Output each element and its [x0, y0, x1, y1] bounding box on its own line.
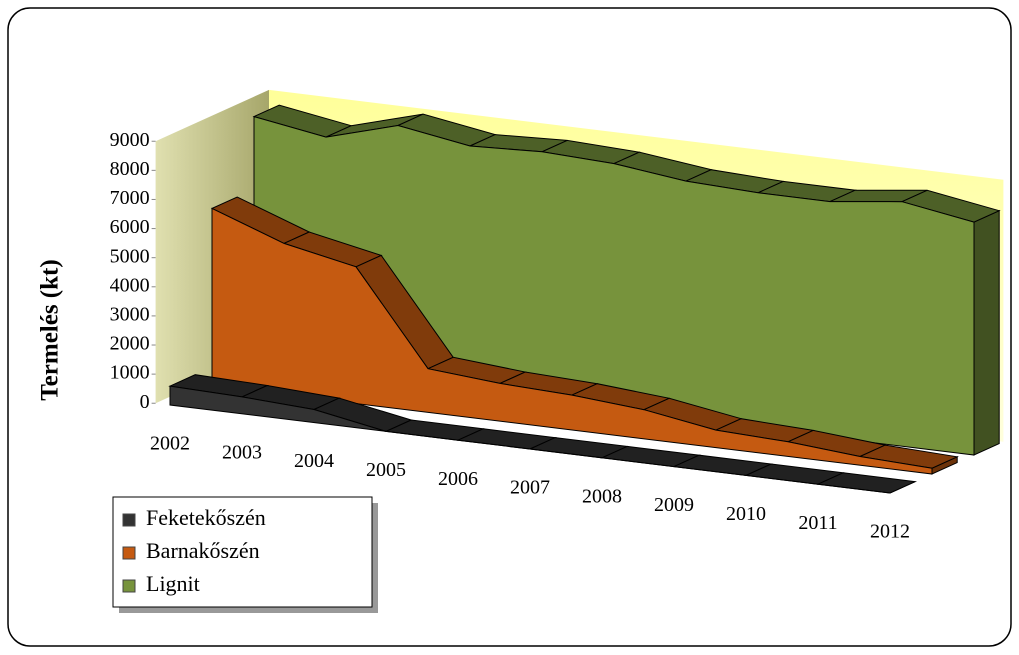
x-tick-label: 2009: [654, 494, 694, 516]
y-tick-label: 4000: [110, 274, 150, 296]
area-end-face: [973, 209, 1000, 456]
x-tick-label: 2005: [366, 459, 406, 481]
legend: [112, 496, 373, 608]
legend-swatch: [122, 579, 136, 593]
y-tick-label: 3000: [110, 304, 150, 326]
x-tick-label: 2010: [726, 503, 766, 525]
y-axis-title: Termelés (kt): [37, 259, 64, 400]
legend-swatch: [122, 546, 136, 560]
x-tick-label: 2007: [510, 477, 550, 499]
legend-entries: Feketekőszén Barnakőszén Lignit: [122, 505, 266, 596]
x-tick-label: 2008: [582, 485, 622, 507]
y-tick-label: 5000: [110, 245, 150, 267]
legend-label: Lignit: [146, 571, 200, 596]
y-tick-label: 8000: [110, 158, 150, 180]
legend-swatch: [122, 513, 136, 527]
legend-label: Feketekőszén: [146, 505, 266, 530]
plot-area: 0 1000 2000 3000 4000 5000 6000 7000 8000 9000 200…: [110, 89, 1004, 543]
y-tick-label: 1000: [110, 362, 150, 384]
y-tick-label: 2000: [110, 333, 150, 355]
x-tick-label: 2011: [798, 512, 837, 534]
x-tick-label: 2003: [222, 441, 262, 463]
x-tick-label: 2004: [294, 450, 334, 472]
area: [169, 385, 891, 494]
legend-label: Barnakőszén: [146, 538, 260, 563]
y-tick-label: 0: [140, 391, 150, 413]
y-tick-label: 6000: [110, 216, 150, 238]
area: [211, 207, 933, 475]
x-tick-label: 2012: [870, 521, 910, 543]
y-tick-label: 7000: [110, 187, 150, 209]
x-tick-label: 2006: [438, 468, 478, 490]
x-tick-label: 2002: [150, 433, 190, 455]
y-tick-label: 9000: [110, 129, 150, 151]
